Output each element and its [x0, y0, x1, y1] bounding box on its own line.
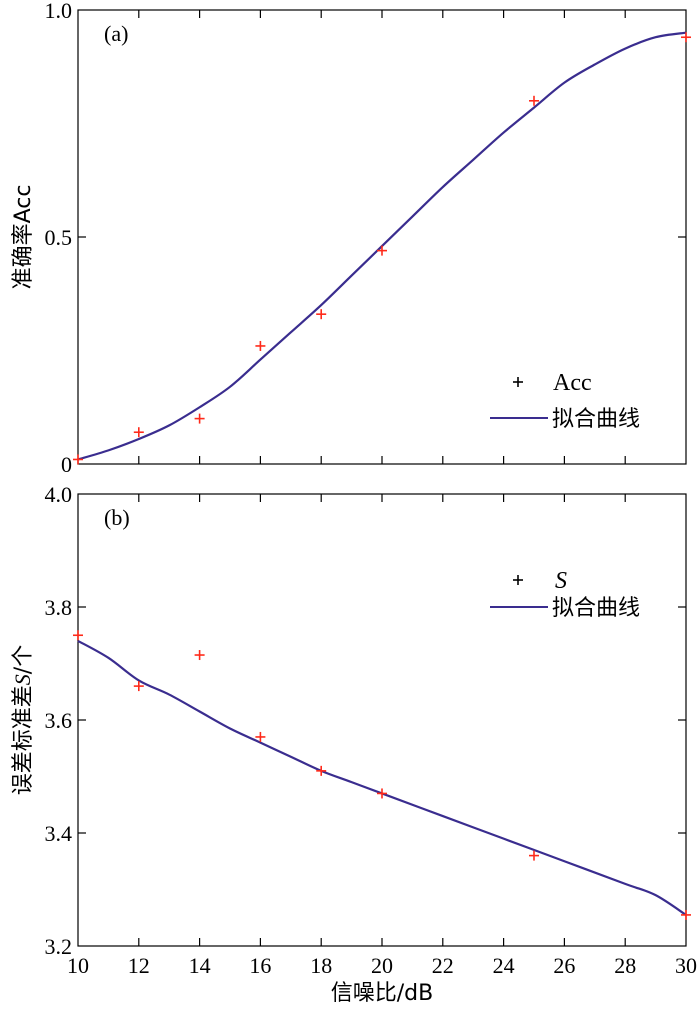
data-point	[255, 731, 266, 742]
data-point	[194, 650, 205, 661]
panel-b-y-title-part2: S	[10, 674, 35, 685]
panel-a-x-ticks	[138, 10, 626, 464]
panel-a-legend: Acc 拟合曲线	[490, 370, 640, 432]
panel-a: 0 0.5 1.0 (a) 准确率Acc Acc 拟合曲线	[11, 0, 691, 477]
data-point	[377, 788, 387, 799]
x-tick-label: 12	[128, 953, 150, 978]
x-tick-label: 18	[310, 953, 332, 978]
panel-b-y-title-part1: 误差标准差	[11, 685, 36, 795]
x-tick-label: 24	[493, 953, 515, 978]
y-tick-label: 3.4	[45, 821, 73, 846]
panel-b-label: (b)	[104, 505, 130, 530]
x-tick-label: 16	[249, 953, 271, 978]
panel-a-data-points	[73, 32, 691, 465]
panel-a-frame	[77, 9, 687, 465]
panel-b-y-ticks	[78, 606, 686, 834]
y-tick-label: 3.8	[45, 595, 73, 620]
y-tick-label: 1.0	[45, 0, 73, 23]
y-tick-label: 3.6	[45, 708, 73, 733]
legend-a-fit-label: 拟合曲线	[552, 407, 640, 432]
data-point	[73, 630, 83, 641]
panel-b-fit-curve	[77, 639, 687, 916]
legend-b-marker	[513, 575, 523, 585]
x-tick-label: 22	[432, 953, 454, 978]
data-point	[529, 95, 539, 106]
data-point	[255, 340, 266, 351]
panel-a-label: (a)	[104, 21, 128, 46]
panel-b-y-title-part3: /个	[11, 645, 36, 674]
x-tick-label: 26	[553, 953, 575, 978]
data-point	[377, 245, 387, 256]
y-tick-label: 3.2	[45, 934, 73, 959]
data-point	[681, 909, 691, 920]
panel-b-legend: S 拟合曲线	[490, 568, 640, 621]
y-tick-label: 0	[61, 452, 72, 477]
panel-a-y-tick-labels: 0 0.5 1.0	[45, 0, 73, 477]
legend-a-marker	[513, 377, 523, 387]
panel-b: 10 12 14 16 18 20 22 24 26 28 30 3.2 3.4 3.6 3.8 4.0 (…	[10, 482, 697, 1006]
panel-b-x-ticks	[138, 494, 626, 946]
legend-b-points-label: S	[555, 568, 567, 594]
panel-b-x-axis-title: 信噪比/dB	[331, 981, 433, 1006]
panel-b-data-points	[73, 630, 691, 920]
y-tick-label: 4.0	[45, 482, 73, 507]
x-tick-label: 10	[67, 953, 89, 978]
panel-b-y-tick-labels: 3.2 3.4 3.6 3.8 4.0	[45, 482, 73, 959]
panel-b-frame	[77, 493, 687, 947]
x-tick-label: 20	[371, 953, 393, 978]
y-tick-label: 0.5	[45, 225, 73, 250]
data-point	[316, 309, 327, 320]
data-point	[316, 765, 327, 776]
legend-a-points-label: Acc	[553, 370, 592, 396]
data-point	[681, 32, 691, 43]
panel-b-x-tick-labels: 10 12 14 16 18 20 22 24 26 28 30	[67, 953, 697, 978]
panel-b-y-axis-title: 误差标准差S/个	[10, 645, 36, 795]
data-point	[194, 413, 205, 424]
panel-a-y-axis-title: 准确率Acc	[11, 185, 36, 290]
data-point	[73, 454, 83, 465]
data-point	[133, 681, 144, 692]
x-tick-label: 28	[614, 953, 636, 978]
legend-b-fit-label: 拟合曲线	[552, 596, 640, 621]
data-point	[133, 427, 144, 438]
x-tick-label: 14	[189, 953, 211, 978]
data-point	[529, 850, 539, 861]
x-tick-label: 30	[675, 953, 697, 978]
